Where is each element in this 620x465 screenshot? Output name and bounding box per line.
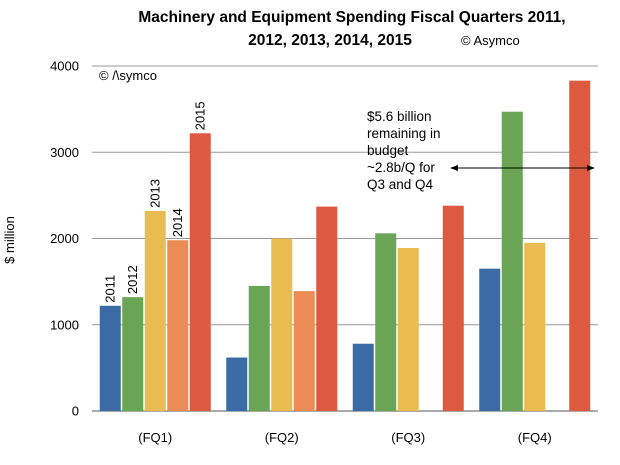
bar-2011-1 (226, 357, 248, 411)
bar-2012-2 (375, 233, 397, 411)
bar-2015-2 (442, 205, 464, 411)
series-label-2012: 2012 (125, 265, 140, 294)
annotation-arrow-left-head (450, 165, 458, 171)
y-tick-label: 4000 (50, 59, 79, 74)
y-tick-label: 3000 (50, 145, 79, 160)
chart-title-line-1: Machinery and Equipment Spending Fiscal … (138, 9, 565, 26)
chart-title-line-2: 2012, 2013, 2014, 2015 (248, 32, 412, 49)
bar-2011-0 (99, 305, 121, 411)
bar-2015-1 (316, 206, 338, 411)
bar-2013-1 (271, 238, 293, 411)
annotation-line-2: remaining in (367, 126, 441, 141)
bar-2014-0 (167, 240, 189, 411)
annotation-line-3: budget (367, 143, 409, 158)
title-credit: © Asymco (461, 33, 520, 48)
annotation: $5.6 billion remaining in budget ~2.8b/Q… (367, 109, 595, 192)
plot-credit: © /\symco (99, 68, 157, 83)
annotation-line-4: ~2.8b/Q for (367, 160, 435, 175)
annotation-line-5: Q3 and Q4 (367, 177, 434, 192)
annotation-arrow-right-head (587, 165, 595, 171)
series-label-2013: 2013 (148, 179, 163, 208)
y-tick-label: 0 (72, 404, 79, 419)
x-tick-label: (FQ2) (265, 430, 299, 445)
y-tick-label: 1000 (50, 317, 79, 332)
bar-2013-3 (524, 242, 546, 411)
bar-2011-2 (352, 343, 374, 411)
bars: 2011 2012 2013 2014 2015 (99, 80, 591, 412)
y-tick-label: 2000 (50, 231, 79, 246)
bar-2012-0 (122, 297, 144, 411)
bar-2014-1 (293, 291, 315, 411)
bar-2015-3 (569, 80, 591, 411)
bar-2011-3 (479, 268, 501, 411)
series-label-2015: 2015 (193, 101, 208, 130)
series-label-2014: 2014 (170, 208, 185, 237)
series-label-2011: 2011 (103, 275, 118, 303)
annotation-line-1: $5.6 billion (367, 109, 432, 124)
bar-2015-0 (189, 133, 211, 411)
bar-2012-1 (248, 285, 270, 411)
x-tick-label: (FQ3) (391, 430, 425, 445)
x-tick-label: (FQ1) (138, 430, 172, 445)
bar-2013-2 (397, 247, 419, 411)
bar-2012-3 (501, 111, 523, 412)
x-tick-label: (FQ4) (518, 430, 552, 445)
y-axis-label: $ million (2, 216, 17, 264)
bar-2013-0 (144, 210, 166, 411)
